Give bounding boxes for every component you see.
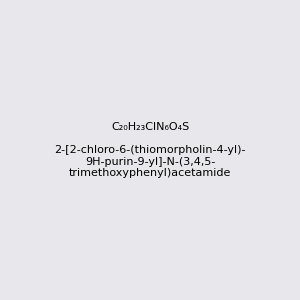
Text: C₂₀H₂₃ClN₆O₄S

2-[2-chloro-6-(thiomorpholin-4-yl)-
9H-purin-9-yl]-N-(3,4,5-
trim: C₂₀H₂₃ClN₆O₄S 2-[2-chloro-6-(thiomorphol… — [54, 122, 246, 178]
